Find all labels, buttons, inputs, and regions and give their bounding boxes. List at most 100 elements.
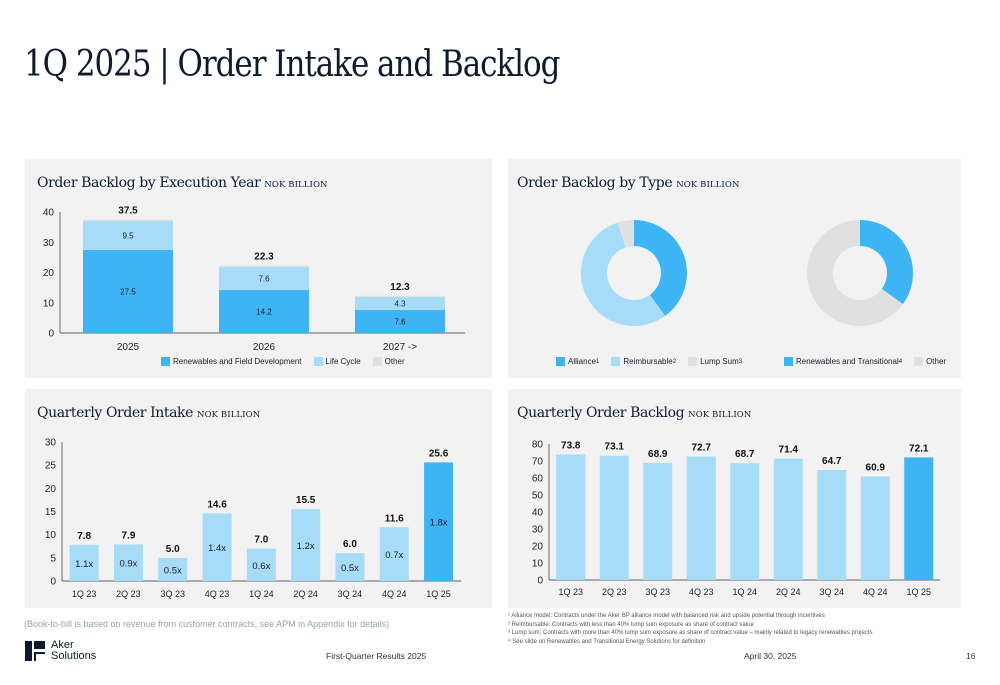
total-value-label: 12.3 xyxy=(390,282,410,293)
y-tick-label: 30 xyxy=(532,525,544,536)
legend-swatch xyxy=(313,357,323,366)
panel-unit: NOK BILLION xyxy=(264,180,328,190)
bar-value-label: 60.9 xyxy=(866,462,886,473)
bar-value-label: 72.7 xyxy=(692,442,712,453)
bar-value-label: 7.0 xyxy=(254,535,268,546)
panel-quarterly-order-intake: Quarterly Order Intake NOK BILLION 0 5 10 15… xyxy=(25,389,492,608)
footnote-ref: 4 xyxy=(898,358,903,365)
bar xyxy=(860,476,890,580)
x-tick-label: 3Q 24 xyxy=(338,589,363,599)
x-tick-label: 1Q 25 xyxy=(906,587,931,597)
book-to-bill-label: 0.6x xyxy=(252,561,270,572)
book-to-bill-label: 0.9x xyxy=(119,559,137,570)
footnote-ref: 1 xyxy=(596,358,600,365)
legend-swatch xyxy=(556,357,565,366)
x-tick-label: 4Q 23 xyxy=(689,587,714,597)
bar xyxy=(904,457,934,580)
footer-title: First-Quarter Results 2025 xyxy=(326,651,427,661)
y-tick-label: 25 xyxy=(45,461,57,472)
bar xyxy=(686,456,716,580)
y-tick-label: 0 xyxy=(48,329,54,340)
bar xyxy=(773,458,803,580)
donut-slice xyxy=(581,222,666,326)
legend-item: Other xyxy=(372,357,405,366)
legend-swatch xyxy=(611,357,621,366)
bar-value-label: 25.6 xyxy=(429,448,449,459)
panel-unit: NOK BILLION xyxy=(676,180,740,190)
company-logo: Aker Solutions xyxy=(25,640,96,662)
panel-quarterly-order-backlog: Quarterly Order Backlog NOK BILLION 0 10 20… xyxy=(508,389,961,608)
x-tick-label: 4Q 24 xyxy=(382,589,407,599)
bar-segment xyxy=(355,295,445,298)
donut-legend-left: Alliance 1 Reimbursable 2 Lump Sum 3 xyxy=(556,357,754,366)
donut-slice xyxy=(634,220,687,316)
bar xyxy=(158,557,188,581)
panel-title: Order Backlog by Execution Year NOK BILLI… xyxy=(37,175,328,191)
bar-segment xyxy=(219,265,309,268)
book-to-bill-label: 0.7x xyxy=(385,550,403,561)
segment-value-label: 7.6 xyxy=(394,318,406,327)
bar-value-label: 6.0 xyxy=(343,539,357,550)
legend-label: Reimbursable xyxy=(623,357,673,366)
x-tick-label: 4Q 24 xyxy=(863,587,888,597)
donut-slice xyxy=(860,220,913,305)
panel-title: Quarterly Order Intake NOK BILLION xyxy=(37,405,260,421)
x-tick-label: 1Q 23 xyxy=(558,587,583,597)
x-tick-label: 1Q 24 xyxy=(249,589,274,599)
panel-title: Quarterly Order Backlog NOK BILLION xyxy=(517,405,751,421)
legend-label: Other xyxy=(384,357,405,366)
total-value-label: 22.3 xyxy=(254,252,274,263)
bar xyxy=(599,455,629,580)
y-tick-label: 20 xyxy=(43,268,55,279)
book-to-bill-label: 0.5x xyxy=(341,563,359,574)
footnote: ³ Lump sum: Contracts with more than 40%… xyxy=(508,630,873,636)
legend-item: Renewables and Field Development xyxy=(161,357,302,366)
segment-value-label: 4.3 xyxy=(394,300,406,309)
y-tick-label: 0 xyxy=(50,577,56,588)
panel-title-text: Order Backlog by Execution Year xyxy=(37,175,261,191)
bar-value-label: 71.4 xyxy=(779,445,799,456)
logo-text-line1: Aker xyxy=(51,639,74,651)
y-tick-label: 30 xyxy=(43,238,55,249)
bar-value-label: 73.1 xyxy=(605,442,625,453)
footnote: ⁴ See slide on Renewables and Transition… xyxy=(508,638,706,645)
panel-unit: NOK BILLION xyxy=(688,410,752,420)
legend-item: Life Cycle xyxy=(313,357,361,366)
legend-item: Reimbursable 2 xyxy=(611,357,676,366)
legend-swatch xyxy=(784,357,793,366)
bar-value-label: 5.0 xyxy=(166,544,180,555)
bar xyxy=(730,463,760,580)
bar-value-label: 7.8 xyxy=(77,531,91,542)
bar-value-label: 7.9 xyxy=(121,530,135,541)
x-tick-label: 1Q 25 xyxy=(426,589,451,599)
y-tick-label: 10 xyxy=(43,298,55,309)
legend-label: Lump Sum xyxy=(700,357,739,366)
y-tick-label: 10 xyxy=(532,559,544,570)
x-tick-label: 2026 xyxy=(253,342,276,353)
x-tick-label: 4Q 23 xyxy=(205,589,230,599)
panel-unit: NOK BILLION xyxy=(197,410,261,420)
bar-segment xyxy=(355,297,445,311)
y-tick-label: 5 xyxy=(50,553,56,564)
footnote: ¹ Alliance model: Contracts under the Ak… xyxy=(508,613,825,619)
bar-segment xyxy=(83,249,173,333)
y-tick-label: 70 xyxy=(532,457,544,468)
panel-title-text: Quarterly Order Intake xyxy=(37,405,194,421)
book-to-bill-label: 0.5x xyxy=(164,565,182,576)
bar xyxy=(817,470,847,580)
legend-label: Life Cycle xyxy=(325,357,361,366)
bar-segment xyxy=(83,221,173,250)
bar xyxy=(202,513,232,581)
book-to-bill-label: 1.4x xyxy=(208,543,226,554)
y-tick-label: 80 xyxy=(532,440,544,451)
bar-segment xyxy=(83,219,173,222)
legend-swatch xyxy=(688,357,698,366)
donut-slice xyxy=(807,220,903,326)
bar-segment xyxy=(219,290,309,333)
total-value-label: 37.5 xyxy=(118,206,138,217)
y-tick-label: 20 xyxy=(45,484,57,495)
legend-item: Lump Sum 3 xyxy=(688,357,742,366)
book-to-bill-label: 1.1x xyxy=(75,559,93,570)
y-tick-label: 0 xyxy=(537,576,543,587)
book-to-bill-label: 1.2x xyxy=(297,541,315,552)
